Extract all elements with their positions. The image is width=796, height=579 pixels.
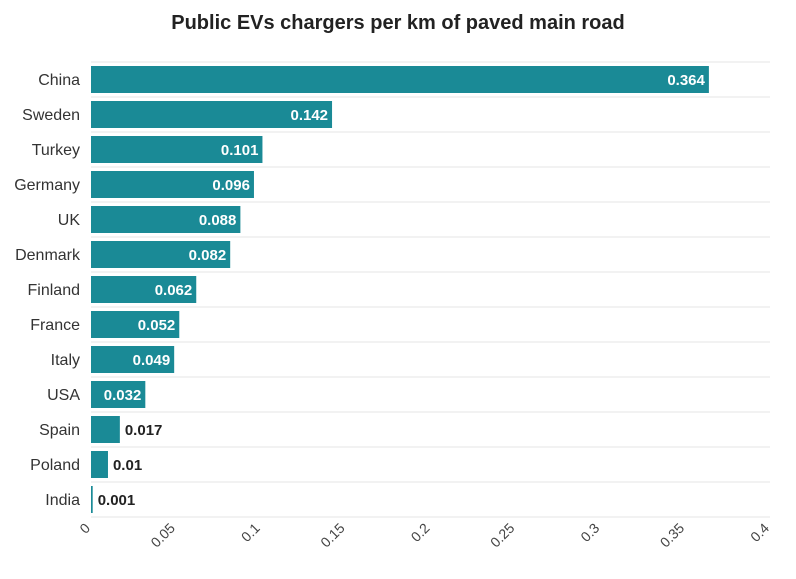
x-tick-label: 0.2 — [408, 520, 433, 545]
category-label: France — [30, 317, 80, 334]
category-label: Spain — [39, 422, 80, 439]
value-label: 0.142 — [290, 107, 328, 124]
bar — [91, 66, 709, 93]
bar — [91, 276, 197, 303]
value-label: 0.017 — [125, 422, 163, 439]
x-tick-label: 0.3 — [577, 520, 602, 545]
bar — [91, 451, 108, 478]
value-label: 0.049 — [133, 352, 171, 369]
category-label: Turkey — [32, 142, 80, 159]
category-label: Poland — [30, 457, 80, 474]
value-label: 0.101 — [221, 142, 259, 159]
x-tick-label: 0.25 — [487, 520, 518, 551]
category-label: Finland — [28, 282, 80, 299]
gridlines — [91, 61, 770, 518]
value-label: 0.096 — [212, 177, 250, 194]
x-tick-label: 0.1 — [238, 520, 263, 545]
x-tick-label: 0.35 — [657, 520, 688, 551]
bar — [91, 381, 146, 408]
bar — [91, 416, 120, 443]
x-tick-label: 0.4 — [747, 520, 772, 545]
category-label: China — [38, 72, 80, 89]
bars: China 0.364 Sweden 0.142 Turkey 0.101 Germany 0… — [14, 66, 709, 513]
bar — [91, 171, 254, 198]
bar — [91, 311, 180, 338]
bar — [91, 101, 333, 128]
value-label: 0.032 — [104, 387, 142, 404]
value-label: 0.062 — [155, 282, 193, 299]
value-label: 0.088 — [199, 212, 237, 229]
x-tick-label: 0 — [76, 520, 93, 537]
bar — [91, 486, 93, 513]
x-tick-label: 0.15 — [317, 520, 348, 551]
category-label: Italy — [51, 352, 80, 369]
category-label: Denmark — [15, 247, 81, 264]
chart-title: Public EVs chargers per km of paved main… — [171, 12, 625, 34]
category-label: India — [45, 492, 80, 509]
x-tick-label: 0.05 — [147, 520, 178, 551]
bar — [91, 136, 263, 163]
bar — [91, 241, 231, 268]
x-axis: 0 0.05 0.1 0.15 0.2 0.25 0.3 0.35 0.4 — [76, 520, 772, 551]
value-label: 0.364 — [667, 72, 705, 89]
category-label: UK — [58, 212, 81, 229]
value-label: 0.001 — [98, 492, 136, 509]
value-label: 0.082 — [189, 247, 227, 264]
bar — [91, 346, 175, 373]
category-label: Germany — [14, 177, 80, 194]
category-label: Sweden — [22, 107, 80, 124]
value-label: 0.052 — [138, 317, 176, 334]
value-label: 0.01 — [113, 457, 142, 474]
bar — [91, 206, 241, 233]
category-label: USA — [47, 387, 80, 404]
